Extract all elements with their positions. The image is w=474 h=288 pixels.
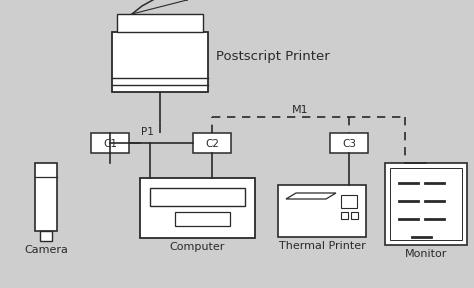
Bar	[341, 195, 357, 208]
Bar	[112, 32, 208, 92]
Text: Camera: Camera	[24, 245, 68, 255]
Text: Thermal Printer: Thermal Printer	[279, 241, 365, 251]
Bar	[390, 168, 462, 240]
Bar	[351, 212, 358, 219]
Text: M1: M1	[292, 105, 309, 115]
Text: C2: C2	[205, 139, 219, 149]
Text: P1: P1	[141, 127, 154, 137]
Text: C1: C1	[103, 139, 117, 149]
Polygon shape	[286, 193, 336, 199]
Bar	[150, 188, 245, 206]
Bar	[278, 185, 366, 237]
Bar	[35, 163, 57, 231]
Bar	[117, 14, 203, 32]
Text: Monitor: Monitor	[405, 249, 447, 259]
Bar	[40, 231, 52, 241]
Bar	[175, 212, 230, 226]
Bar	[341, 212, 348, 219]
Text: C3: C3	[342, 139, 356, 149]
Bar	[140, 178, 255, 238]
Bar	[193, 133, 231, 153]
Text: Postscript Printer: Postscript Printer	[216, 50, 330, 63]
Bar	[385, 163, 467, 245]
Bar	[330, 133, 368, 153]
Bar	[91, 133, 129, 153]
Text: Computer: Computer	[170, 242, 225, 252]
